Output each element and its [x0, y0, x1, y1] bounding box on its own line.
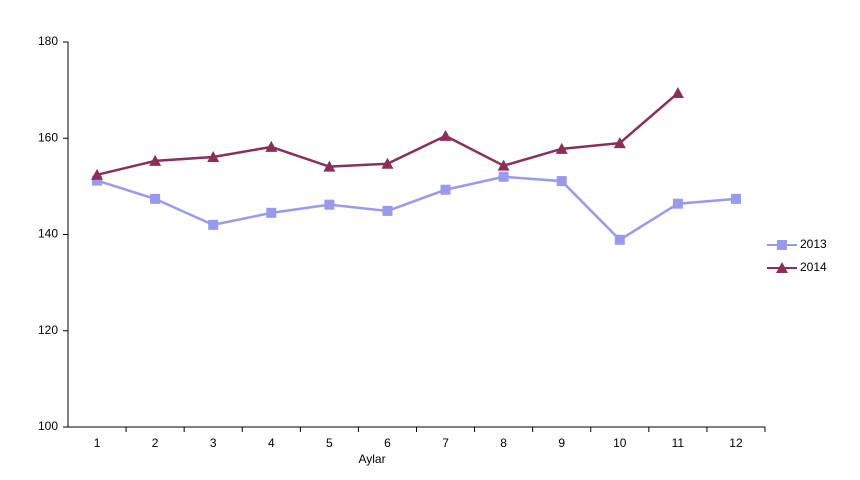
- x-tick-label: 6: [384, 436, 391, 450]
- x-tick-label: 7: [442, 436, 449, 450]
- x-tick-label: 3: [210, 436, 217, 450]
- data-point: [207, 151, 220, 163]
- data-point: [382, 205, 393, 216]
- x-tick-label: 12: [729, 436, 743, 450]
- data-point: [556, 176, 567, 187]
- data-point: [324, 199, 335, 210]
- y-tick-label: 120: [38, 323, 58, 337]
- data-point: [150, 193, 161, 204]
- legend-marker: [776, 262, 788, 273]
- data-point: [92, 175, 103, 186]
- x-tick-label: 11: [672, 436, 685, 450]
- x-tick-label: 8: [500, 436, 507, 450]
- x-tick-label: 4: [268, 436, 275, 450]
- data-point: [497, 159, 510, 171]
- data-point: [498, 171, 509, 182]
- data-point: [730, 193, 741, 204]
- data-point: [671, 87, 684, 99]
- x-tick-label: 5: [326, 436, 333, 450]
- x-tick-label: 10: [613, 436, 627, 450]
- x-tick-label: 1: [94, 436, 101, 450]
- data-point: [439, 129, 452, 141]
- legend-marker: [777, 240, 787, 250]
- data-point: [614, 234, 625, 245]
- data-point: [440, 184, 451, 195]
- legend-label: 2014: [800, 260, 827, 274]
- data-point: [555, 142, 568, 154]
- data-point: [91, 168, 104, 180]
- data-point: [208, 219, 219, 230]
- data-point: [149, 154, 162, 166]
- x-tick-label: 2: [152, 436, 159, 450]
- legend-label: 2013: [800, 237, 827, 251]
- data-point: [672, 198, 683, 209]
- y-tick-label: 100: [38, 419, 58, 433]
- y-tick-label: 160: [38, 130, 58, 144]
- series-line: [96, 175, 737, 242]
- x-axis-label: Aylar: [358, 452, 385, 466]
- data-point: [266, 207, 277, 218]
- data-point: [381, 157, 394, 169]
- data-point: [613, 137, 626, 149]
- data-point: [323, 160, 336, 172]
- x-tick-label: 9: [558, 436, 565, 450]
- y-tick-label: 180: [38, 34, 58, 48]
- y-tick-label: 140: [38, 227, 58, 241]
- data-point: [265, 140, 278, 152]
